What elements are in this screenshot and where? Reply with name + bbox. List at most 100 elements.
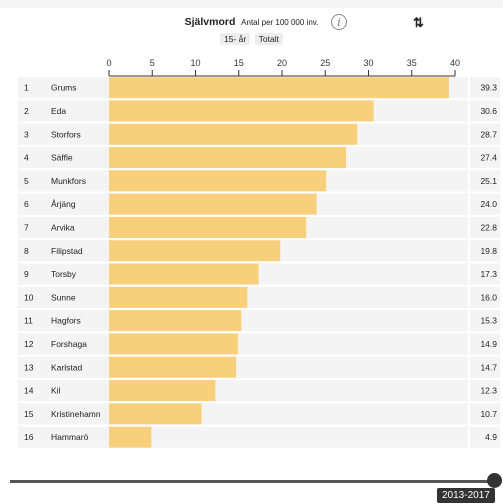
value-band	[470, 100, 500, 122]
bar-chart: 0 5 10 15 20 25 30 35 40 1 Grums 39.3 2 Eda 30.6 3 Storf…	[18, 58, 500, 448]
value-label: 24.0	[480, 199, 497, 209]
x-tick-label: 0	[106, 58, 111, 68]
category-label: Karlstad	[51, 362, 82, 372]
value-band	[470, 403, 500, 425]
rank-label: 15	[24, 409, 34, 419]
value-band	[470, 379, 500, 402]
category-label: Säffle	[51, 153, 73, 163]
chart-title: Självmord	[184, 16, 236, 28]
time-slider-track[interactable]	[10, 480, 494, 483]
value-band	[470, 146, 500, 169]
category-label: Munkfors	[51, 176, 86, 186]
x-tick-label: 15	[234, 58, 244, 68]
x-tick-label: 30	[363, 58, 373, 68]
rank-label: 11	[24, 316, 33, 326]
category-label: Hagfors	[51, 316, 81, 326]
category-label: Torsby	[51, 269, 77, 279]
rank-label: 4	[24, 153, 29, 163]
value-label: 39.3	[480, 83, 497, 93]
bar	[109, 216, 307, 238]
bar	[109, 286, 248, 308]
rank-label: 7	[24, 222, 29, 232]
row-band	[18, 356, 468, 378]
value-band	[470, 77, 500, 99]
chart-header: Självmord Antal per 100 000 inv.	[0, 16, 503, 28]
x-tick-label: 5	[150, 58, 155, 68]
value-band	[470, 286, 500, 308]
value-label: 16.0	[480, 292, 497, 302]
value-band	[470, 216, 500, 239]
x-tick-label: 25	[320, 58, 330, 68]
filter-gender-chip[interactable]: Totalt	[254, 33, 283, 45]
x-tick-label: 40	[450, 58, 460, 68]
value-label: 14.7	[480, 362, 497, 372]
bar	[109, 310, 242, 332]
rank-label: 12	[24, 339, 34, 349]
category-label: Arvika	[51, 222, 75, 232]
category-label: Kristinehamn	[51, 409, 101, 419]
bar	[109, 147, 347, 169]
rank-label: 9	[24, 269, 29, 279]
bar	[109, 263, 259, 285]
value-band	[470, 170, 500, 192]
filter-age-chip[interactable]: 15- år	[220, 33, 251, 45]
category-label: Filipstad	[51, 246, 83, 256]
info-icon[interactable]: i	[331, 14, 347, 30]
time-slider-thumb[interactable]	[487, 473, 502, 488]
bar	[109, 77, 449, 99]
rank-label: 13	[24, 362, 34, 372]
value-label: 30.6	[480, 106, 497, 116]
bar	[109, 403, 202, 425]
category-label: Sunne	[51, 292, 76, 302]
category-label: Storfors	[51, 129, 81, 139]
value-label: 14.9	[480, 339, 497, 349]
value-band	[470, 310, 500, 332]
value-band	[470, 426, 500, 448]
value-band	[470, 333, 500, 355]
bar	[109, 193, 317, 215]
value-label: 15.3	[480, 316, 497, 326]
x-tick-label: 10	[190, 58, 200, 68]
rank-label: 1	[24, 83, 29, 93]
rank-label: 14	[24, 386, 34, 396]
category-label: Forshaga	[51, 339, 87, 349]
rank-label: 16	[24, 432, 34, 442]
filter-chips: 15- år Totalt	[0, 33, 503, 45]
top-bar	[0, 0, 503, 8]
category-label: Grums	[51, 83, 77, 93]
value-band	[470, 263, 500, 285]
sort-icon[interactable]: ⇅	[413, 15, 424, 30]
bar	[109, 240, 281, 262]
bar	[109, 333, 238, 355]
bar	[109, 356, 237, 378]
bar	[109, 426, 152, 448]
category-label: Årjäng	[51, 199, 76, 209]
chart-subtitle: Antal per 100 000 inv.	[241, 18, 319, 27]
category-label: Hammarö	[51, 432, 89, 442]
value-label: 25.1	[480, 176, 497, 186]
value-label: 19.8	[480, 246, 497, 256]
rank-label: 6	[24, 199, 29, 209]
value-label: 17.3	[480, 269, 497, 279]
rank-label: 8	[24, 246, 29, 256]
value-band	[470, 193, 500, 215]
bar	[109, 100, 374, 122]
value-label: 22.8	[480, 222, 497, 232]
row-band	[18, 310, 468, 332]
value-band	[470, 123, 500, 145]
value-label: 27.4	[480, 153, 497, 163]
time-slider-label: 2013-2017	[437, 488, 495, 503]
category-label: Eda	[51, 106, 66, 116]
value-band	[470, 356, 500, 378]
value-label: 10.7	[480, 409, 497, 419]
value-label: 4.9	[485, 432, 497, 442]
row-band	[18, 379, 468, 402]
value-band	[470, 240, 500, 262]
bar	[109, 380, 216, 402]
rank-label: 10	[24, 292, 34, 302]
value-label: 28.7	[480, 129, 497, 139]
bar	[109, 123, 358, 145]
x-tick-label: 20	[277, 58, 287, 68]
category-label: Kil	[51, 386, 61, 396]
bar	[109, 170, 327, 192]
